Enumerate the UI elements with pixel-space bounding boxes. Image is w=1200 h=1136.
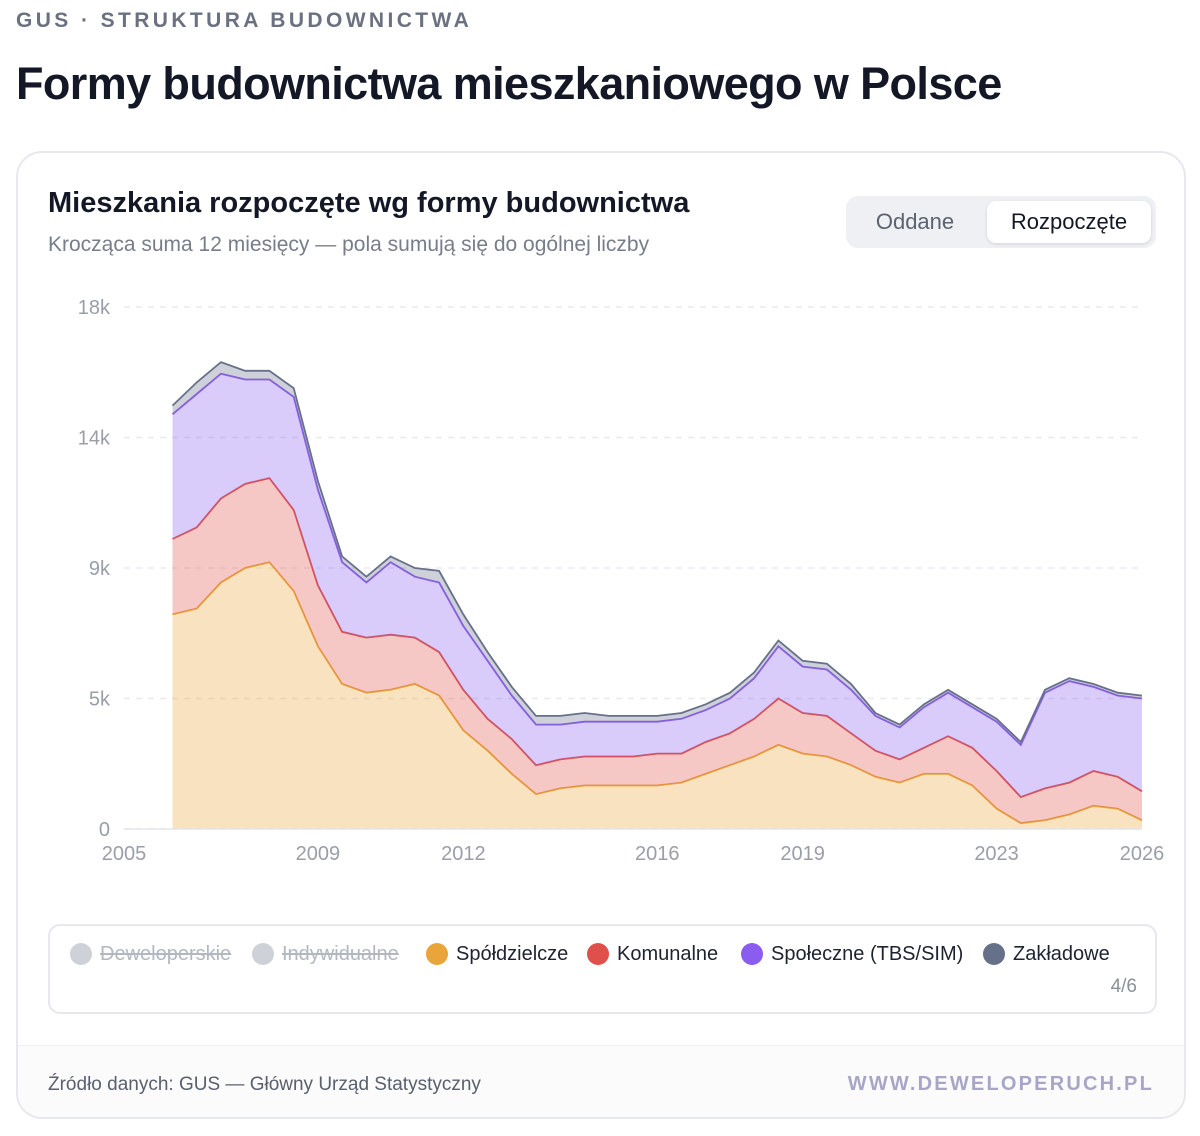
x-tick-label: 2009	[296, 843, 341, 865]
legend-label: Deweloperskie	[100, 943, 232, 965]
x-tick-label: 2012	[441, 843, 486, 865]
line-spoeczne	[171, 372, 1143, 747]
area-spoeczne	[172, 373, 1142, 798]
legend-swatch	[587, 943, 609, 965]
toggle-oddane[interactable]: Oddane	[875, 209, 955, 234]
legend-swatch	[983, 943, 1005, 965]
toggle-rozpoczete[interactable]: Rozpoczęte	[987, 201, 1151, 243]
x-tick-label: 2019	[780, 843, 825, 865]
stacked-area-chart: 0 5k 9k 14k 18k 2005 2009 2012 2016 2019 2023 2026	[78, 297, 1165, 865]
line-komunalne	[172, 477, 1143, 799]
y-tick-label: 9k	[89, 558, 111, 580]
y-tick-label: 5k	[89, 689, 111, 711]
legend-label: Komunalne	[617, 943, 719, 965]
y-tick-label: 18k	[78, 297, 111, 319]
mode-toggle: Oddane Rozpoczęte	[846, 196, 1156, 248]
brand-link[interactable]: WWW.DEWELOPERUCH.PL	[847, 1073, 1154, 1095]
page-title: Formy budownictwa mieszkaniowego w Polsc…	[16, 58, 1002, 109]
data-source: Źródło danych: GUS — Główny Urząd Statys…	[48, 1074, 481, 1095]
legend-label: Zakładowe	[1013, 943, 1110, 965]
chart-title: Mieszkania rozpoczęte wg formy budownict…	[48, 187, 690, 219]
legend-label: Indywidualne	[282, 943, 399, 965]
legend-swatch	[70, 943, 92, 965]
line-spodzielcze	[172, 561, 1143, 825]
page-eyebrow: GUS · STRUKTURA BUDOWNICTWA	[16, 9, 473, 32]
chart-legend: Deweloperskie Indywidualne Spółdzielcze …	[48, 924, 1157, 1014]
x-tick-label: 2016	[635, 843, 680, 865]
legend-swatch	[252, 943, 274, 965]
legend-label: Spółdzielcze	[456, 943, 569, 965]
x-tick-label: 2005	[102, 843, 147, 865]
area-spodzielcze	[172, 562, 1142, 829]
legend-swatch	[741, 943, 763, 965]
x-tick-label: 2023	[974, 843, 1019, 865]
legend-label: Społeczne (TBS/SIM)	[771, 943, 964, 965]
chart-subtitle: Krocząca suma 12 miesięcy — pola sumują …	[48, 233, 650, 256]
y-tick-label: 14k	[78, 428, 111, 450]
line-zakadowe	[171, 361, 1143, 744]
card-footer: Źródło danych: GUS — Główny Urząd Statys…	[18, 1045, 1184, 1117]
y-tick-label: 0	[99, 819, 110, 841]
legend-swatch	[426, 943, 448, 965]
x-tick-label: 2026	[1120, 843, 1165, 865]
chart-card: Mieszkania rozpoczęte wg formy budownict…	[16, 151, 1186, 1119]
legend-count: 4/6	[1110, 976, 1137, 997]
